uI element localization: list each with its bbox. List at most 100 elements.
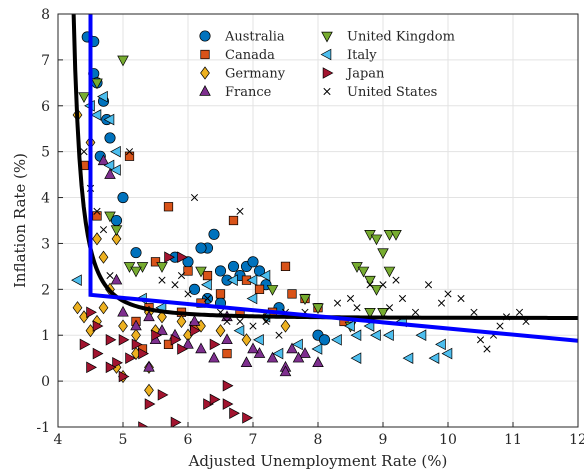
point-japan-14 bbox=[170, 334, 182, 346]
point-australia-17 bbox=[227, 260, 240, 272]
point-japan-26 bbox=[242, 412, 253, 424]
point-italy-7 bbox=[110, 164, 121, 176]
point-japan-18 bbox=[138, 421, 149, 427]
point-united-states-29 bbox=[411, 308, 420, 316]
point-japan-0 bbox=[86, 306, 97, 319]
point-japan-3 bbox=[86, 361, 97, 374]
point-united-states-40 bbox=[515, 308, 524, 316]
point-canada-11 bbox=[287, 289, 297, 299]
point-italy-4 bbox=[103, 113, 115, 126]
point-united-states-12 bbox=[203, 294, 212, 303]
point-japan-25 bbox=[229, 407, 240, 420]
plot-frame bbox=[57, 13, 579, 428]
point-canada-13 bbox=[215, 289, 226, 299]
point-germany-20 bbox=[241, 333, 252, 347]
point-italy-14 bbox=[246, 292, 258, 305]
point-united-states-17 bbox=[262, 317, 270, 326]
point-italy-11 bbox=[227, 274, 238, 286]
point-united-kingdom-19 bbox=[357, 266, 370, 278]
point-canada-6 bbox=[183, 266, 193, 276]
point-united-states-7 bbox=[236, 207, 244, 215]
point-germany-9 bbox=[98, 301, 109, 315]
point-australia-19 bbox=[247, 256, 259, 268]
point-australia-24 bbox=[188, 283, 201, 295]
y-tick-label-1: 0 bbox=[41, 374, 50, 390]
x-tick-label-2: 6 bbox=[184, 432, 193, 448]
point-united-kingdom-24 bbox=[377, 308, 389, 319]
point-japan-5 bbox=[105, 334, 117, 346]
point-france-13 bbox=[240, 356, 253, 368]
y-tick-label-9: 8 bbox=[41, 7, 50, 23]
point-united-states-4 bbox=[106, 271, 114, 280]
point-italy-13 bbox=[259, 269, 271, 282]
point-japan-9 bbox=[138, 347, 149, 360]
point-united-states-15 bbox=[236, 317, 244, 326]
point-united-states-25 bbox=[379, 281, 387, 289]
x-tick-label-3: 7 bbox=[249, 432, 258, 448]
legend-label-germany: Germany bbox=[225, 67, 286, 82]
point-united-kingdom-12 bbox=[312, 303, 324, 315]
point-canada-1 bbox=[92, 211, 102, 221]
point-france-3 bbox=[117, 305, 129, 317]
y-axis-ticks: -1 0 1 2 3 4 5 6 7 8 bbox=[36, 7, 63, 436]
point-italy-22 bbox=[344, 320, 355, 332]
y-tick-label-2: 1 bbox=[41, 328, 50, 344]
point-italy-20 bbox=[311, 343, 323, 355]
point-united-states-0 bbox=[80, 148, 88, 156]
point-italy-33 bbox=[402, 352, 414, 364]
legend-label-france: France bbox=[225, 85, 272, 100]
point-japan-4 bbox=[92, 347, 104, 360]
point-france-18 bbox=[299, 347, 311, 358]
legend-marker-france bbox=[199, 85, 211, 96]
point-united-states-21 bbox=[333, 299, 342, 307]
x-tick-label-0: 4 bbox=[54, 432, 63, 448]
point-germany-11 bbox=[118, 319, 128, 333]
point-united-kingdom-15 bbox=[370, 234, 383, 246]
point-united-states-35 bbox=[476, 336, 485, 344]
x-tick-label-4: 8 bbox=[314, 432, 323, 448]
legend-marker-japan bbox=[322, 67, 334, 79]
y-tick-label-3: 2 bbox=[41, 282, 50, 298]
point-japan-8 bbox=[125, 352, 136, 364]
point-japan-15 bbox=[177, 343, 188, 355]
point-united-states-22 bbox=[346, 294, 355, 303]
point-france-5 bbox=[143, 310, 155, 322]
point-united-kingdom-21 bbox=[383, 266, 396, 278]
point-italy-17 bbox=[253, 334, 264, 346]
point-united-states-10 bbox=[177, 271, 186, 280]
y-tick-label-0: -1 bbox=[36, 420, 50, 436]
point-united-kingdom-18 bbox=[390, 230, 402, 241]
point-united-states-5 bbox=[125, 148, 134, 156]
point-germany-5 bbox=[72, 301, 83, 315]
point-france-23 bbox=[279, 365, 292, 377]
point-united-states-2 bbox=[93, 207, 101, 215]
point-japan-7 bbox=[118, 370, 130, 383]
legend-label-united-states: United States bbox=[347, 85, 437, 100]
point-canada-4 bbox=[228, 215, 239, 226]
point-canada-5 bbox=[150, 257, 161, 267]
point-italy-0 bbox=[71, 274, 82, 286]
point-germany-19 bbox=[215, 324, 226, 338]
point-germany-15 bbox=[157, 310, 167, 324]
point-france-11 bbox=[208, 351, 220, 363]
point-united-states-8 bbox=[158, 276, 166, 284]
point-italy-16 bbox=[233, 324, 245, 337]
point-united-kingdom-22 bbox=[370, 285, 383, 296]
legend-marker-italy bbox=[320, 48, 332, 61]
point-italy-5 bbox=[110, 145, 121, 158]
point-united-states-11 bbox=[184, 290, 192, 298]
point-japan-12 bbox=[131, 338, 143, 351]
legend-marker-germany bbox=[200, 66, 210, 80]
point-japan-22 bbox=[203, 398, 214, 410]
point-canada-7 bbox=[202, 270, 213, 281]
point-united-kingdom-9 bbox=[195, 266, 207, 278]
y-axis-label: Inflation Rate (%) bbox=[11, 153, 29, 288]
y-tick-label-8: 7 bbox=[41, 53, 50, 69]
fit-lines bbox=[71, 14, 578, 343]
point-united-states-6 bbox=[190, 193, 199, 202]
point-japan-24 bbox=[222, 398, 234, 410]
point-france-22 bbox=[247, 342, 259, 354]
point-united-states-14 bbox=[223, 317, 231, 326]
point-japan-23 bbox=[209, 393, 221, 406]
